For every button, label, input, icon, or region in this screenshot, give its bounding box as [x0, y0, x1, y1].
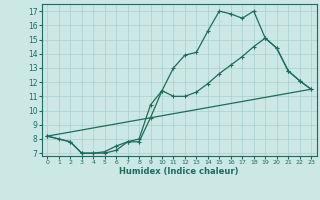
X-axis label: Humidex (Indice chaleur): Humidex (Indice chaleur): [119, 167, 239, 176]
